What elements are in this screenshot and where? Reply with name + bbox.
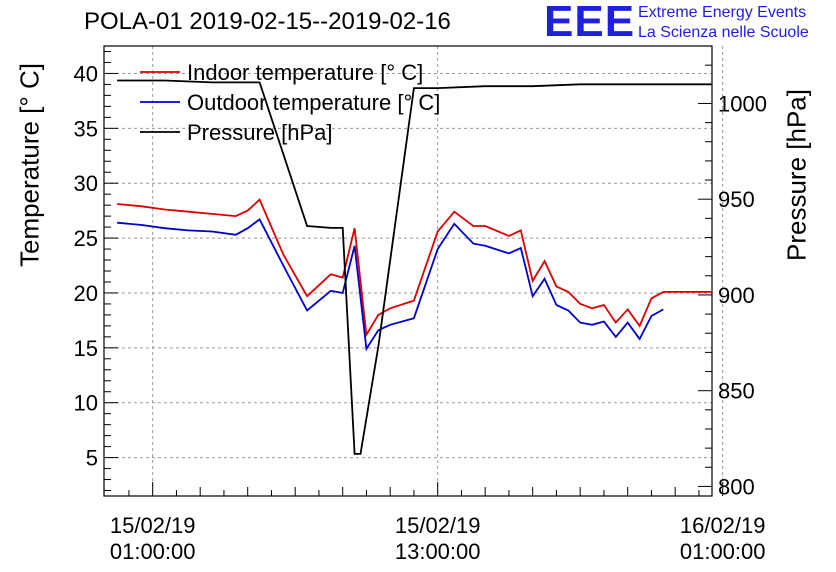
- series-line-0: [117, 198, 712, 338]
- chart-title: POLA-01 2019-02-15--2019-02-16: [84, 8, 451, 35]
- y2-tick-label: 900: [718, 283, 755, 308]
- y-tick-label: 25: [74, 226, 98, 251]
- y2-tick-label: 950: [718, 187, 755, 212]
- y2-tick-label: 800: [718, 474, 755, 499]
- y-tick-label: 15: [74, 336, 98, 361]
- y2-tick-label: 850: [718, 379, 755, 404]
- legend-label-1: Outdoor temperature [° C]: [187, 90, 440, 115]
- y-tick-label: 20: [74, 281, 98, 306]
- y-tick-label: 40: [74, 61, 98, 86]
- series-line-1: [117, 218, 664, 352]
- x-tick-label-date: 15/02/19: [110, 513, 196, 538]
- x-tick-label-date: 15/02/19: [395, 513, 481, 538]
- x-tick-label-time: 01:00:00: [680, 539, 766, 564]
- y-tick-label: 30: [74, 171, 98, 196]
- x-tick-label-time: 13:00:00: [395, 539, 481, 564]
- series-layer: [117, 79, 712, 455]
- series-line-2: [117, 79, 712, 455]
- y-tick-label: 5: [86, 446, 98, 471]
- x-tick-label-date: 16/02/19: [680, 513, 766, 538]
- ticks-layer: 510152025303540800850900950100015/02/190…: [74, 50, 767, 564]
- legend-label-2: Pressure [hPa]: [187, 120, 333, 145]
- eee-logo: EEE: [544, 0, 636, 46]
- y-tick-label: 35: [74, 116, 98, 141]
- grid-layer: [104, 46, 724, 496]
- x-tick-label-time: 01:00:00: [110, 539, 196, 564]
- legend-label-0: Indoor temperature [° C]: [187, 60, 423, 85]
- logo-subtitle-line-1: Extreme Energy Events: [638, 4, 807, 21]
- y2-tick-label: 1000: [718, 91, 767, 116]
- legend: Indoor temperature [° C] Outdoor temperat…: [140, 60, 440, 145]
- y-tick-label: 10: [74, 391, 98, 416]
- logo-subtitle-line-2: La Scienza nelle Scuole: [638, 24, 809, 41]
